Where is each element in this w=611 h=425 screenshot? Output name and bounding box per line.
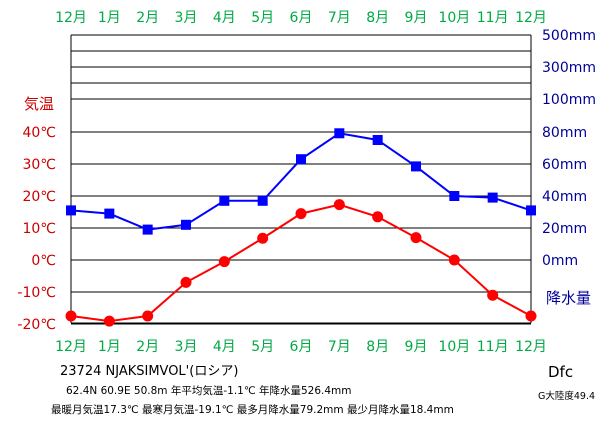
continentality-index: G大陸度49.4 xyxy=(538,391,596,402)
temperature-point xyxy=(180,276,192,288)
temperature-tick-label: 30℃ xyxy=(22,157,56,173)
temperature-tick-label: -20℃ xyxy=(17,317,56,333)
month-label-top: 11月 xyxy=(477,10,509,26)
month-label-top: 3月 xyxy=(175,10,198,26)
month-label-top: 12月 xyxy=(55,10,87,26)
precipitation-axis: 降水量 500mm 300mm 100mm 80mm 60mm 40mm 20mm 0mm xyxy=(542,28,596,307)
precipitation-tick-label: 500mm xyxy=(542,28,596,44)
temperature-line xyxy=(70,203,532,323)
month-label-bottom: 3月 xyxy=(175,339,198,355)
month-label-top: 10月 xyxy=(438,10,470,26)
month-labels-top: 12月 1月 2月 3月 4月 5月 6月 7月 8月 9月 10月 11月 12月 xyxy=(55,10,547,26)
temperature-point xyxy=(295,208,307,220)
precipitation-tick-label: 40mm xyxy=(542,189,587,205)
precipitation-point xyxy=(372,135,383,145)
precipitation-point xyxy=(257,195,268,206)
month-label-bottom: 11月 xyxy=(477,339,509,355)
chart-grid xyxy=(71,34,531,325)
station-name: 23724 NJAKSIMVOL'(ロシア) xyxy=(60,364,239,379)
precipitation-point xyxy=(219,195,230,206)
month-label-bottom: 10月 xyxy=(438,339,470,355)
precipitation-point xyxy=(449,191,460,201)
temperature-tick-label: 20℃ xyxy=(22,189,56,205)
precipitation-tick-label: 0mm xyxy=(542,253,578,269)
precipitation-tick-label: 80mm xyxy=(542,125,587,141)
precipitation-point xyxy=(487,192,498,203)
month-label-bottom: 9月 xyxy=(405,339,428,355)
precipitation-point xyxy=(66,205,76,216)
temperature-tick-label: 0℃ xyxy=(31,253,56,269)
month-label-bottom: 12月 xyxy=(515,339,547,355)
precipitation-axis-title: 降水量 xyxy=(546,289,591,307)
temperature-point xyxy=(372,211,384,223)
month-label-top: 8月 xyxy=(366,10,389,26)
temperature-axis: 気温 40℃ 30℃ 20℃ 10℃ 0℃ -10℃ -20℃ xyxy=(17,95,56,333)
temperature-point xyxy=(257,232,269,244)
month-label-top: 12月 xyxy=(515,10,547,26)
chart-frame xyxy=(70,35,532,324)
temperature-point xyxy=(218,256,230,268)
chart-series xyxy=(65,128,537,327)
temperature-tick-label: -10℃ xyxy=(17,285,56,301)
month-label-bottom: 1月 xyxy=(98,339,121,355)
precipitation-point xyxy=(411,161,421,172)
temperature-point xyxy=(525,310,537,322)
precipitation-point xyxy=(334,128,345,139)
month-label-bottom: 7月 xyxy=(328,339,351,355)
month-label-top: 1月 xyxy=(98,10,121,26)
precipitation-tick-label: 300mm xyxy=(542,60,596,76)
temperature-point xyxy=(65,310,77,322)
precipitation-tick-label: 20mm xyxy=(542,221,587,237)
precipitation-point xyxy=(526,205,536,216)
precipitation-point xyxy=(142,224,153,235)
month-label-top: 6月 xyxy=(290,10,313,26)
temperature-point xyxy=(142,310,154,322)
temperature-axis-title: 気温 xyxy=(24,95,54,113)
temperature-point xyxy=(103,315,115,327)
month-label-top: 2月 xyxy=(136,10,159,26)
month-label-top: 4月 xyxy=(213,10,236,26)
precipitation-point xyxy=(296,154,306,165)
station-extremes: 最暖月気温17.3℃ 最寒月気温-19.1℃ 最多月降水量79.2mm 最少月降… xyxy=(51,404,454,416)
temperature-point xyxy=(333,199,345,211)
temperature-point xyxy=(448,254,460,266)
month-label-bottom: 5月 xyxy=(251,339,274,355)
month-label-bottom: 4月 xyxy=(213,339,236,355)
station-summary: 62.4N 60.9E 50.8m 年平均気温-1.1℃ 年降水量526.4mm xyxy=(66,385,352,397)
climate-classification: Dfc xyxy=(548,363,574,381)
month-label-top: 7月 xyxy=(328,10,351,26)
temperature-point xyxy=(410,232,422,244)
month-label-bottom: 12月 xyxy=(55,339,87,355)
temperature-tick-label: 10℃ xyxy=(22,221,56,237)
month-labels-bottom: 12月 1月 2月 3月 4月 5月 6月 7月 8月 9月 10月 11月 12月 xyxy=(55,339,547,355)
temperature-point xyxy=(487,289,499,301)
precipitation-point xyxy=(104,208,115,219)
precipitation-tick-label: 60mm xyxy=(542,157,587,173)
month-label-bottom: 2月 xyxy=(136,339,159,355)
month-label-bottom: 6月 xyxy=(290,339,313,355)
temperature-tick-label: 40℃ xyxy=(22,125,56,141)
precipitation-tick-label: 100mm xyxy=(542,92,596,108)
precipitation-point xyxy=(181,219,191,230)
month-label-bottom: 8月 xyxy=(366,339,389,355)
month-label-top: 5月 xyxy=(251,10,274,26)
month-label-top: 9月 xyxy=(405,10,428,26)
